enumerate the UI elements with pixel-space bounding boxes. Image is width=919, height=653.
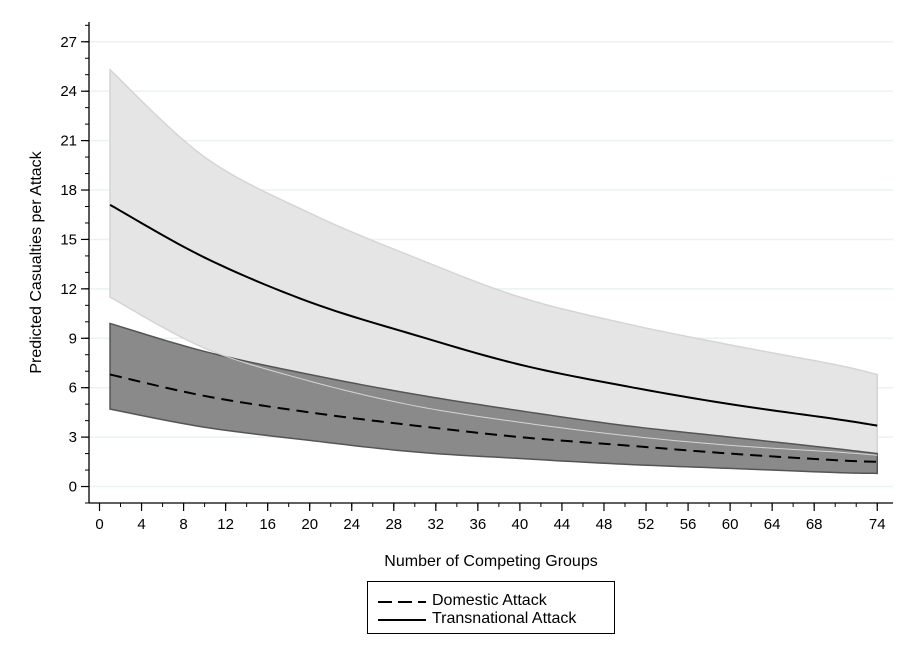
y-tick-label-27: 27 [60, 34, 77, 51]
ci-lower-edge-transnational [109, 296, 878, 456]
x-tick-label-20: 20 [301, 516, 318, 533]
legend-label-transnational: Transnational Attack [432, 610, 577, 627]
x-tick-label-60: 60 [722, 516, 739, 533]
legend-entry-domestic: Domestic Attack [368, 592, 614, 610]
x-tick-label-40: 40 [512, 516, 529, 533]
y-tick-label-0: 0 [69, 479, 77, 496]
legend: Domestic Attack Transnational Attack [367, 581, 615, 634]
x-tick-label-8: 8 [179, 516, 187, 533]
y-tick-label-12: 12 [60, 281, 77, 298]
y-tick-label-3: 3 [69, 429, 77, 446]
y-tick-label-9: 9 [69, 330, 77, 347]
legend-swatch-dashed [378, 601, 426, 603]
x-tick-label-68: 68 [806, 516, 823, 533]
x-tick-label-74: 74 [869, 516, 886, 533]
x-tick-label-24: 24 [343, 516, 360, 533]
x-tick-label-48: 48 [596, 516, 613, 533]
x-tick-label-52: 52 [638, 516, 655, 533]
x-tick-label-28: 28 [385, 516, 402, 533]
y-tick-label-24: 24 [60, 83, 77, 100]
y-axis-title: Predicted Casualties per Attack [28, 150, 45, 373]
y-tick-label-18: 18 [60, 182, 77, 199]
x-tick-label-32: 32 [427, 516, 444, 533]
x-tick-label-4: 4 [137, 516, 145, 533]
ci-band-domestic-attack [109, 322, 878, 475]
series-line-transnational-attack [109, 203, 878, 427]
y-tick-label-21: 21 [60, 133, 77, 150]
x-tick-label-44: 44 [554, 516, 571, 533]
legend-label-domestic: Domestic Attack [432, 592, 547, 609]
x-tick-label-12: 12 [217, 516, 234, 533]
x-tick-label-56: 56 [680, 516, 697, 533]
x-tick-label-64: 64 [764, 516, 781, 533]
x-tick-label-36: 36 [470, 516, 487, 533]
x-axis-title: Number of Competing Groups [384, 553, 597, 570]
x-tick-label-16: 16 [259, 516, 276, 533]
legend-entry-transnational: Transnational Attack [368, 610, 614, 628]
y-tick-label-6: 6 [69, 380, 77, 397]
y-tick-label-15: 15 [60, 231, 77, 248]
x-tick-label-0: 0 [95, 516, 103, 533]
legend-swatch-solid [378, 619, 426, 621]
